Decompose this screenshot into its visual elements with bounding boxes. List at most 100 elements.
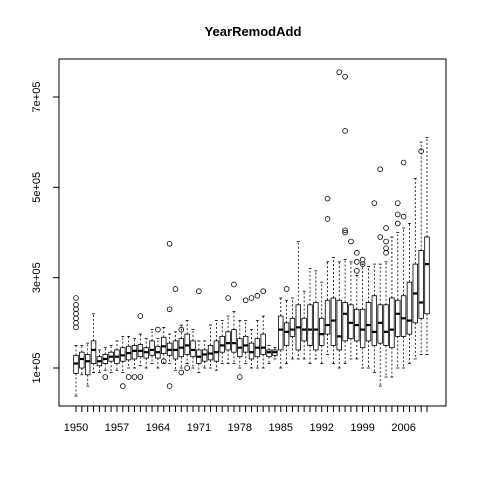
outlier-point <box>248 295 255 301</box>
box-plot-1985 <box>278 297 284 369</box>
box <box>190 340 196 358</box>
box <box>395 299 401 337</box>
outlier-point <box>353 268 360 274</box>
box-plot-1995 <box>336 69 343 369</box>
box-plot-1966 <box>166 240 173 389</box>
box-plot-1964 <box>155 326 161 369</box>
outlier-point <box>342 128 348 134</box>
box-plot-2007 <box>406 223 413 364</box>
box-plot-2002 <box>377 166 384 387</box>
x-tick-label: 1971 <box>187 422 211 434</box>
box-plot-2008 <box>412 177 418 360</box>
box-plot-1962 <box>143 338 149 369</box>
box-plot-2003 <box>383 225 389 378</box>
box <box>248 342 255 360</box>
box <box>225 331 231 351</box>
box <box>90 340 97 364</box>
box-plot-1972 <box>201 340 208 369</box>
y-tick-label: 5e+05 <box>31 172 43 203</box>
box-plot-1955 <box>102 347 109 380</box>
outlier-point <box>342 73 348 80</box>
box <box>342 302 348 342</box>
box-plot-1994 <box>330 256 337 364</box>
outlier-point <box>324 195 331 202</box>
box-plot-1957 <box>114 340 120 371</box>
box-plot-2005 <box>394 200 401 369</box>
x-axis: 1950 1957 1964 1971 1978 1985 1992 1999 2006 <box>64 405 428 434</box>
outlier-point <box>254 292 261 299</box>
outlier-point <box>73 295 79 301</box>
box <box>389 297 395 349</box>
outlier-point <box>353 250 360 256</box>
box <box>242 335 249 353</box>
outlier-point <box>383 245 389 252</box>
outlier-point <box>137 313 144 319</box>
box-plot-1953 <box>90 313 97 373</box>
box <box>213 340 220 362</box>
box-plot-1989 <box>301 290 307 360</box>
outlier-point <box>155 326 161 333</box>
outlier-point <box>418 148 424 155</box>
box-plot-2001 <box>371 200 378 373</box>
outlier-point <box>260 288 267 295</box>
box-plot-1960 <box>131 338 138 380</box>
box <box>289 317 296 337</box>
box-plot-1979 <box>242 297 249 364</box>
outlier-point <box>237 374 243 380</box>
outlier-point <box>377 166 384 173</box>
outlier-point <box>184 365 190 371</box>
y-tick-label: 3e+05 <box>31 262 43 293</box>
outlier-point <box>102 374 109 380</box>
outlier-point <box>160 358 167 365</box>
outlier-point <box>178 369 185 376</box>
outlier-point <box>137 374 144 380</box>
outlier-point <box>383 225 389 231</box>
box <box>365 302 372 342</box>
box-plot-2010 <box>424 137 430 355</box>
box-plot-1981 <box>254 292 261 369</box>
y-tick-label: 1e+05 <box>31 353 43 384</box>
box <box>336 299 342 351</box>
box <box>131 345 138 360</box>
x-tick-label: 1985 <box>269 422 293 434</box>
box <box>231 329 237 353</box>
box-plot-1998 <box>353 250 360 360</box>
box <box>406 281 413 335</box>
box-plot-2004 <box>389 236 395 378</box>
outlier-point <box>348 238 354 245</box>
x-tick-label: 2006 <box>391 422 415 434</box>
box-plot-1963 <box>149 329 155 364</box>
outlier-point <box>400 159 407 166</box>
box <box>418 250 424 319</box>
x-tick-label: 1957 <box>105 422 129 434</box>
box-plot-1954 <box>96 349 103 373</box>
outlier-point <box>178 326 185 333</box>
box-plot-1991 <box>313 270 319 360</box>
box-plot-1982 <box>260 288 267 369</box>
outlier-point <box>125 374 132 380</box>
box <box>85 354 91 376</box>
outlier-point <box>131 374 138 380</box>
outlier-point <box>383 238 389 245</box>
box-plot-1961 <box>137 313 144 380</box>
x-tick-label: 1999 <box>350 422 374 434</box>
box <box>307 304 313 346</box>
box-plot-1986 <box>283 286 290 364</box>
outlier-point <box>353 259 360 265</box>
outlier-point <box>225 295 231 301</box>
outlier-point <box>73 301 79 308</box>
box-plot-1978 <box>237 320 243 380</box>
outlier-point <box>377 234 384 240</box>
box-plot-1967 <box>172 286 179 371</box>
outlier-point <box>166 383 173 389</box>
y-axis: 1e+05 3e+05 5e+05 7e+05 <box>31 82 60 384</box>
box-plot-1952 <box>85 342 91 387</box>
box-plot-1958 <box>120 335 126 389</box>
outlier-point <box>342 227 348 234</box>
box <box>371 295 378 346</box>
outlier-point <box>400 213 407 220</box>
box <box>383 304 389 346</box>
box <box>283 322 290 346</box>
box <box>359 308 366 349</box>
